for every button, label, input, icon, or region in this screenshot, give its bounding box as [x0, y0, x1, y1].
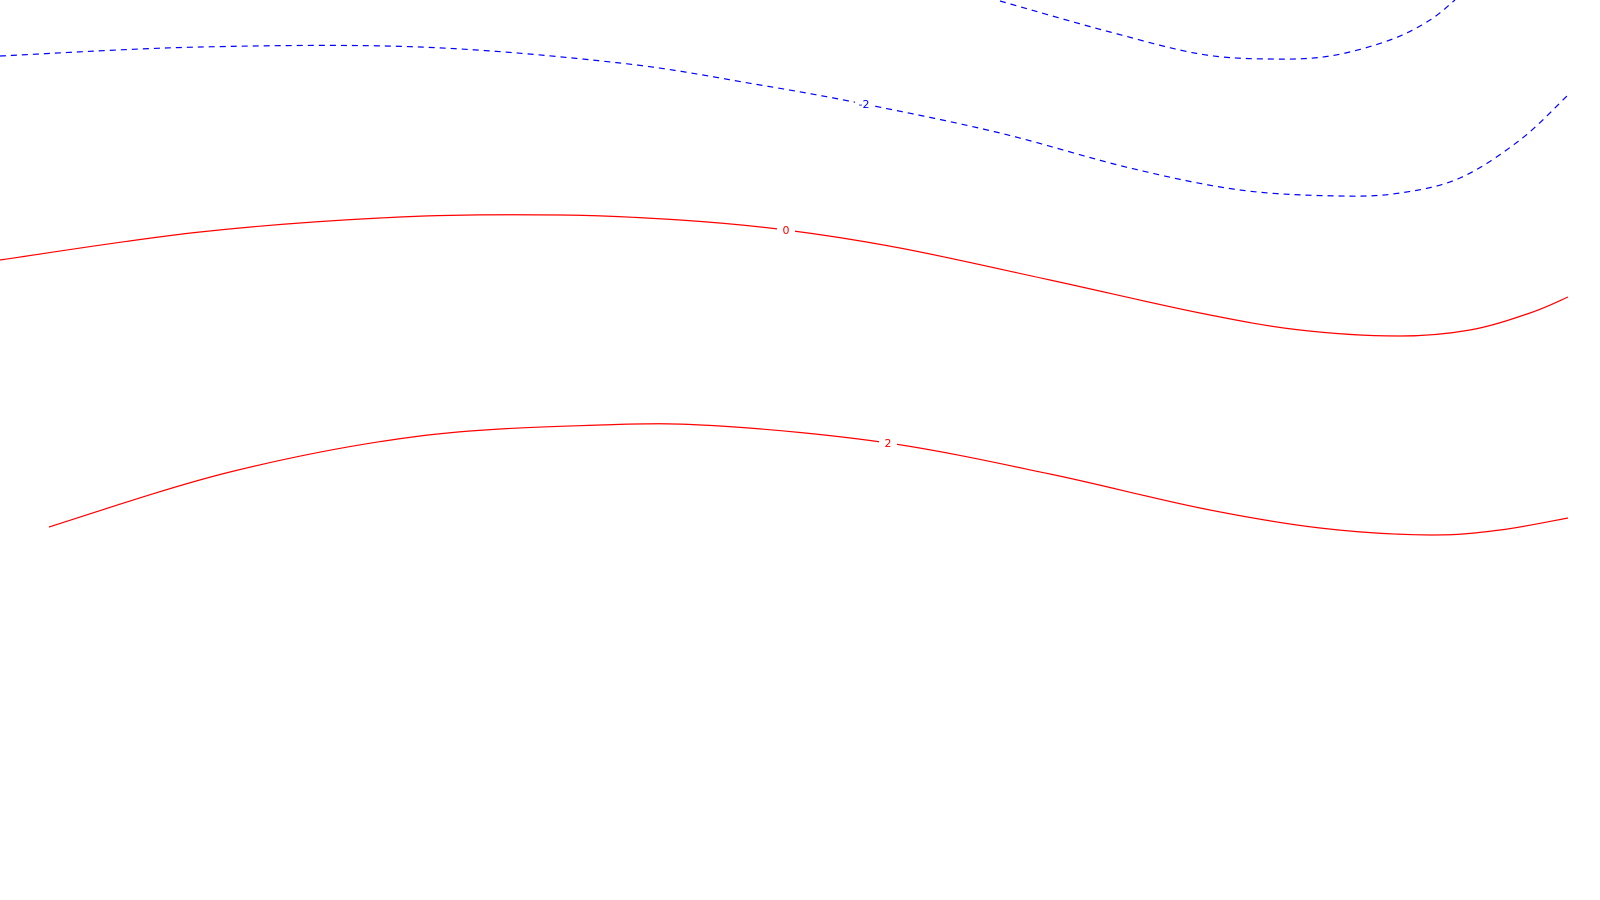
contour-line-4: [48, 423, 1569, 536]
contour-line-1: [0, 44, 1569, 197]
contour-label-background: [879, 436, 897, 450]
contour-line-3: [0, 214, 1569, 337]
contour-label: 2: [885, 437, 892, 450]
contour-label: 0: [783, 224, 790, 237]
contour-line-2: [999, 0, 1456, 60]
contour-label-background: [855, 97, 873, 111]
contour-label-background: [777, 223, 795, 237]
contour-label: -2: [859, 98, 870, 111]
